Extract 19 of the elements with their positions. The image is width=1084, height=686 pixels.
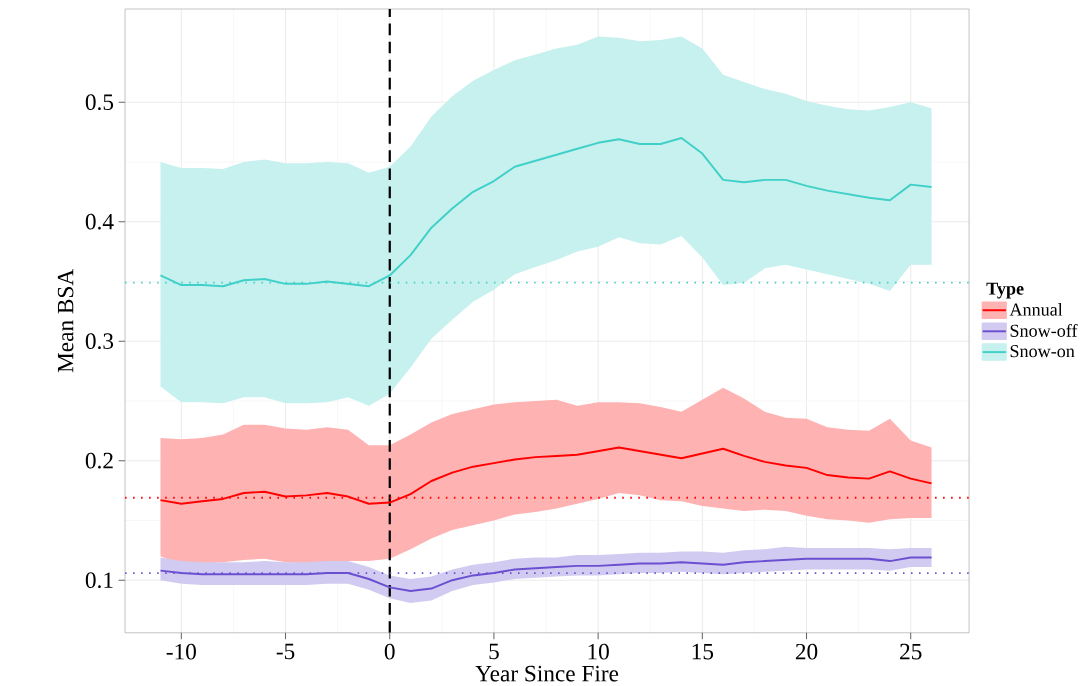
x-tick-label: 25	[900, 643, 922, 660]
y-tick-label: 0.4	[85, 213, 114, 230]
legend-label: Snow-off	[1010, 324, 1078, 337]
x-tick-label: 0	[384, 643, 395, 660]
y-axis-title: Mean BSA	[57, 269, 74, 373]
legend-label: Snow-on	[1010, 345, 1075, 358]
y-tick-label: 0.2	[85, 452, 113, 469]
x-tick-label: 10	[588, 643, 609, 660]
legend-label: Annual	[1009, 303, 1063, 316]
x-tick-label: -5	[276, 643, 295, 660]
x-axis-title: Year Since Fire	[475, 665, 619, 682]
x-tick-label: 20	[795, 643, 818, 660]
y-tick-label: 0.5	[85, 94, 114, 111]
x-tick-label: 5	[489, 643, 499, 660]
legend-title: Type	[986, 282, 1024, 299]
x-tick-label: -10	[166, 643, 196, 660]
x-tick-label: 15	[692, 643, 714, 660]
y-tick-label: 0.3	[85, 333, 114, 350]
y-tick-label: 0.1	[85, 572, 113, 589]
